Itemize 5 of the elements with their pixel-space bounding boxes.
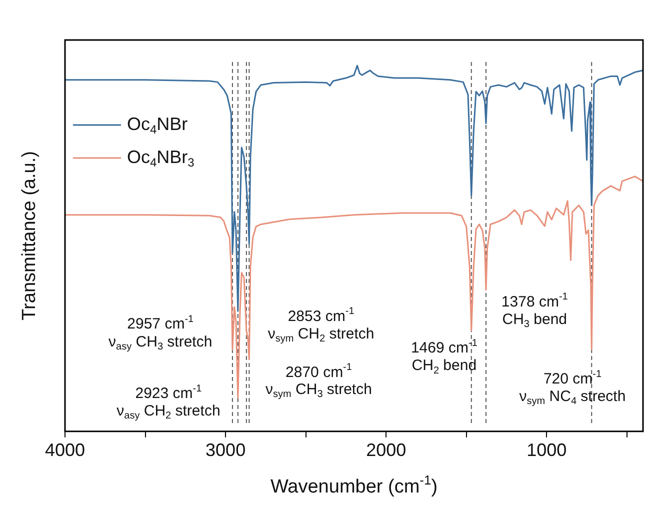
x-tick-label: 4000 [44,440,86,460]
x-tick-label: 1000 [526,440,567,460]
x-tick-label: 2000 [366,440,406,460]
y-axis-title: Transmittance (a.u.) [19,151,40,320]
x-tick-label: 3000 [206,440,246,460]
